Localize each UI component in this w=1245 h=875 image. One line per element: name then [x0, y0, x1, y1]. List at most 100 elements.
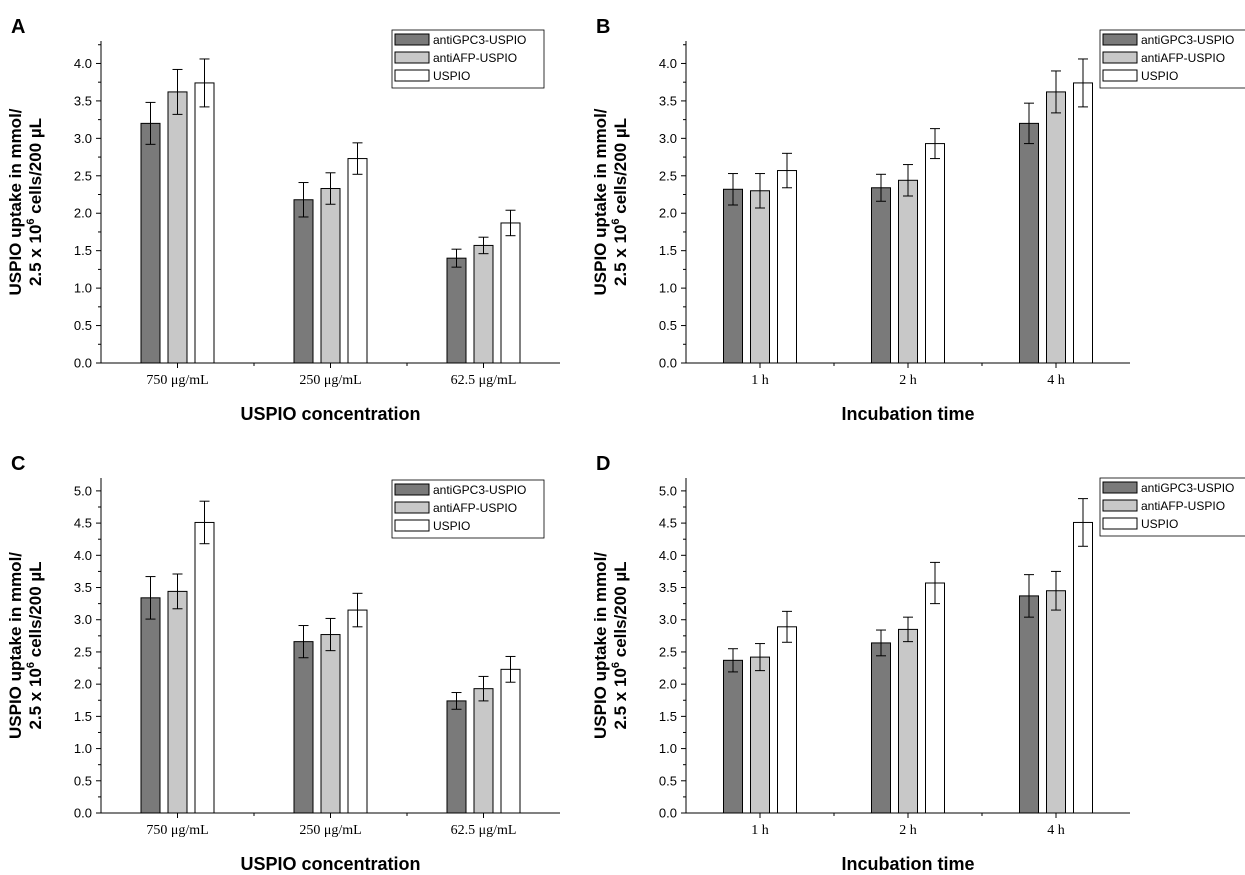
x-tick-label: 4 h: [1047, 373, 1065, 388]
legend-label: antiAFP-USPIO: [433, 501, 517, 515]
legend-swatch: [394, 501, 430, 514]
x-tick-label: 750 μg/mL: [146, 373, 208, 388]
bar-antiafp-uspio: [1046, 590, 1066, 814]
bar-antiafp-uspio: [1046, 91, 1066, 364]
x-tick-label: 750 μg/mL: [146, 823, 208, 838]
x-tick-label: 2 h: [899, 373, 917, 388]
legend-swatch: [394, 483, 430, 496]
y-tick-label: 2.5: [659, 168, 677, 183]
bar-antigpc3-uspio: [723, 188, 743, 364]
x-axis-title: Incubation time: [841, 854, 974, 874]
x-tick-label: 4 h: [1047, 823, 1065, 838]
x-tick-label: 62.5 μg/mL: [451, 373, 517, 388]
y-tick-label: 0.5: [659, 773, 677, 788]
y-tick-label: 3.0: [74, 612, 92, 627]
legend-label: USPIO: [433, 519, 470, 533]
y-tick-label: 1.5: [74, 243, 92, 258]
panel-letter: D: [596, 453, 610, 475]
legend-label: antiAFP-USPIO: [433, 51, 517, 65]
legend-label: antiGPC3-USPIO: [1141, 481, 1234, 495]
legend: antiGPC3-USPIO antiAFP-USPIO USPIO: [1099, 477, 1245, 537]
y-tick-label: 0.0: [74, 806, 92, 821]
x-tick-label: 62.5 μg/mL: [451, 823, 517, 838]
y-tick-label: 3.5: [659, 93, 677, 108]
y-tick-label: 0.5: [74, 318, 92, 333]
legend-label: USPIO: [1141, 517, 1178, 531]
bar-antiafp-uspio: [750, 656, 770, 814]
y-tick-label: 4.0: [659, 548, 677, 563]
y-tick-label: 1.5: [74, 709, 92, 724]
y-tick-label: 4.5: [659, 516, 677, 531]
y-tick-label: 1.0: [74, 741, 92, 756]
legend-swatch: [394, 519, 430, 532]
x-axis-title: USPIO concentration: [240, 404, 420, 424]
legend-label: USPIO: [1141, 69, 1178, 83]
bar-antigpc3-uspio: [871, 187, 891, 364]
bar-uspio: [194, 82, 215, 364]
x-axis-title: USPIO concentration: [240, 854, 420, 874]
x-tick-label: 250 μg/mL: [299, 373, 361, 388]
legend-swatch: [1102, 517, 1138, 530]
y-tick-label: 0.0: [659, 806, 677, 821]
bar-uspio: [194, 521, 215, 814]
legend-swatch: [1102, 481, 1138, 494]
y-tick-label: 1.0: [659, 741, 677, 756]
bar-antigpc3-uspio: [723, 659, 743, 814]
y-tick-label: 3.0: [74, 131, 92, 146]
y-tick-label: 4.0: [659, 56, 677, 71]
y-tick-label: 1.5: [659, 709, 677, 724]
bar-antigpc3-uspio: [446, 257, 467, 364]
legend-swatch: [1102, 33, 1138, 46]
bar-antiafp-uspio: [473, 244, 494, 364]
bar-uspio: [1073, 82, 1093, 364]
bar-antigpc3-uspio: [293, 641, 314, 814]
bar-antiafp-uspio: [473, 688, 494, 814]
bar-antigpc3-uspio: [446, 700, 467, 814]
y-axis-title-line1: USPIO uptake in mmol/: [6, 552, 25, 739]
legend-label: antiGPC3-USPIO: [433, 483, 526, 497]
y-tick-label: 3.5: [74, 93, 92, 108]
panel-d: D 0.0 0.5 1.0 1.5 2.0 2.5 3.0 3.5 4.0 4.5 5.0 1 h 2 h…: [591, 453, 1245, 874]
y-tick-label: 2.0: [659, 206, 677, 221]
bar-uspio: [347, 609, 368, 814]
y-tick-label: 0.0: [74, 356, 92, 371]
y-axis-title-line1: USPIO uptake in mmol/: [591, 552, 610, 739]
bar-antiafp-uspio: [750, 190, 770, 364]
bar-antigpc3-uspio: [1019, 595, 1039, 814]
panel-letter: A: [11, 16, 25, 38]
legend-swatch: [1102, 499, 1138, 512]
legend-swatch: [394, 69, 430, 82]
legend-swatch: [1102, 51, 1138, 64]
legend-swatch: [1102, 69, 1138, 82]
y-tick-label: 3.0: [659, 612, 677, 627]
y-tick-label: 2.5: [659, 644, 677, 659]
legend: antiGPC3-USPIO antiAFP-USPIO USPIO: [391, 479, 545, 539]
legend-label: antiAFP-USPIO: [1141, 51, 1225, 65]
panel-c: C 0.0 0.5 1.0 1.5 2.0 2.5 3.0 3.5 4.0 4.5 5.0 750 μg…: [6, 453, 560, 874]
bar-uspio: [777, 626, 797, 814]
bar-uspio: [500, 668, 521, 814]
legend: antiGPC3-USPIO antiAFP-USPIO USPIO: [1099, 29, 1245, 89]
bar-antiafp-uspio: [898, 628, 918, 814]
bar-uspio: [777, 170, 797, 364]
x-axis-title: Incubation time: [841, 404, 974, 424]
y-tick-label: 1.0: [74, 281, 92, 296]
y-axis-title-line2: 2.5 x 106 cells/200 µL: [610, 561, 630, 729]
panel-b: B 0.0 0.5 1.0 1.5 2.0 2.5 3.0 3.5 4.0 1 h 2 h 4 h Inc…: [591, 16, 1245, 424]
legend: antiGPC3-USPIO antiAFP-USPIO USPIO: [391, 29, 545, 89]
legend-label: antiGPC3-USPIO: [1141, 33, 1234, 47]
legend-swatch: [394, 51, 430, 64]
legend-label: USPIO: [433, 69, 470, 83]
legend-label: antiGPC3-USPIO: [433, 33, 526, 47]
x-tick-label: 1 h: [751, 373, 769, 388]
bar-antigpc3-uspio: [140, 122, 161, 364]
panel-letter: B: [596, 16, 610, 38]
y-tick-label: 5.0: [74, 483, 92, 498]
bar-antiafp-uspio: [320, 634, 341, 814]
bar-uspio: [925, 143, 945, 364]
bar-uspio: [500, 222, 521, 364]
y-tick-label: 4.5: [74, 516, 92, 531]
y-axis-title-line1: USPIO uptake in mmol/: [591, 108, 610, 295]
bar-antiafp-uspio: [898, 179, 918, 364]
